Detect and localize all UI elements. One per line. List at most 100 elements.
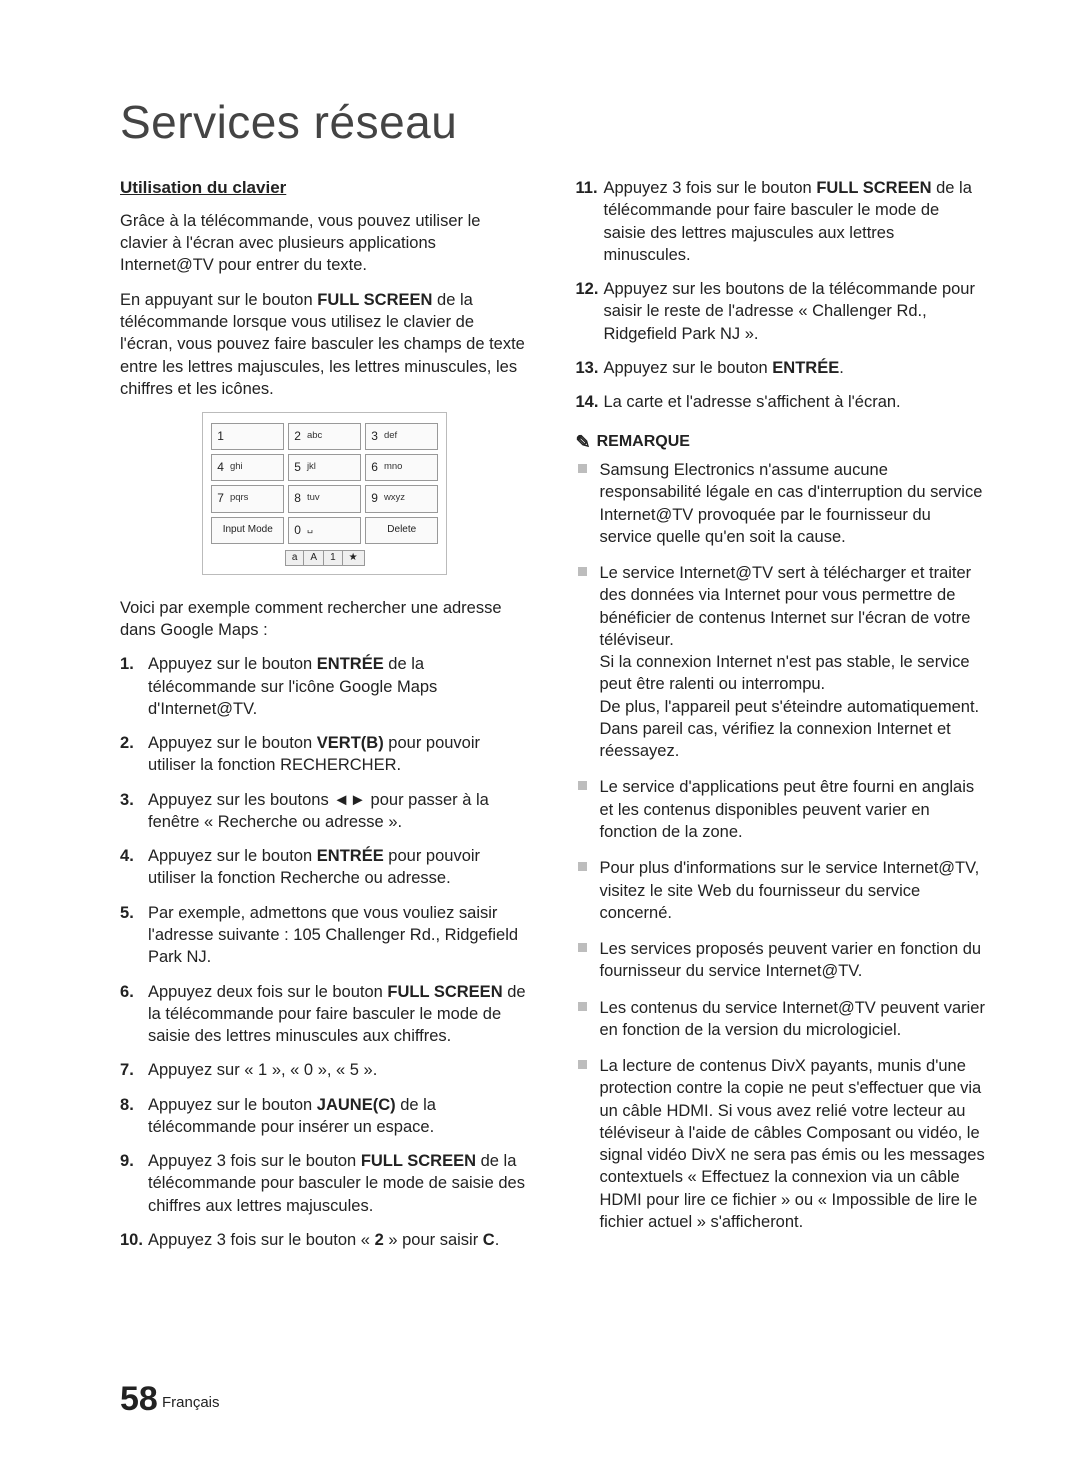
key-letters: abc	[307, 430, 322, 443]
step-14: La carte et l'adresse s'affichent à l'éc…	[576, 391, 986, 413]
text: Appuyez sur le bouton	[148, 734, 317, 752]
text: Appuyez sur les boutons	[148, 791, 333, 809]
key-num: 0	[294, 522, 301, 538]
step-6: Appuyez deux fois sur le bouton FULL SCR…	[120, 981, 530, 1048]
steps-list-right: Appuyez 3 fois sur le bouton FULL SCREEN…	[576, 177, 986, 413]
step-8: Appuyez sur le bouton JAUNE(C) de la tél…	[120, 1094, 530, 1139]
step-10: Appuyez 3 fois sur le bouton « 2 » pour …	[120, 1229, 530, 1251]
key-num: 1	[217, 428, 224, 444]
keypad-row: 4 ghi 5 jkl 6mno	[211, 454, 438, 481]
legend-A: A	[304, 550, 324, 566]
key-num: 8	[294, 490, 301, 506]
page-language: Français	[162, 1394, 220, 1411]
onscreen-keypad-figure: 1 2 abc 3 def 4 ghi 5 jkl 6mno 7 pqrs 8 tuv 9w…	[202, 412, 447, 575]
text: Appuyez 3 fois sur le bouton	[148, 1152, 361, 1170]
page-title: Services réseau	[120, 95, 985, 149]
key-7[interactable]: 7 pqrs	[211, 485, 284, 512]
text-bold: FULL SCREEN	[387, 983, 502, 1001]
key-5[interactable]: 5 jkl	[288, 454, 361, 481]
text-bold: FULL SCREEN	[816, 179, 931, 197]
key-letters: ␣	[307, 523, 313, 536]
text-bold: VERT(B)	[317, 734, 384, 752]
key-input-mode[interactable]: Input Mode	[211, 517, 284, 544]
key-6[interactable]: 6mno	[365, 454, 438, 481]
key-letters: def	[384, 430, 397, 443]
manual-page: Services réseau Utilisation du clavier G…	[0, 0, 1080, 1479]
steps-list-left: Appuyez sur le bouton ENTRÉE de la téléc…	[120, 653, 530, 1251]
page-number: 58	[120, 1380, 158, 1418]
key-letters: mno	[384, 461, 402, 474]
key-num: 4	[217, 459, 224, 475]
remark-item: Les contenus du service Internet@TV peuv…	[576, 997, 986, 1042]
legend-1: 1	[324, 550, 343, 566]
key-num: 7	[217, 490, 224, 506]
page-footer: 58 Français	[120, 1380, 220, 1419]
text-bold: JAUNE(C)	[317, 1096, 396, 1114]
text: Appuyez deux fois sur le bouton	[148, 983, 387, 1001]
remark-item: Le service Internet@TV sert à télécharge…	[576, 562, 986, 762]
text-bold: ENTRÉE	[772, 359, 839, 377]
keypad-row: 1 2 abc 3 def	[211, 423, 438, 450]
text: » pour saisir	[384, 1231, 483, 1249]
key-9[interactable]: 9 wxyz	[365, 485, 438, 512]
remark-label: REMARQUE	[597, 431, 690, 453]
key-4[interactable]: 4 ghi	[211, 454, 284, 481]
step-12: Appuyez sur les boutons de la télécomman…	[576, 278, 986, 345]
remark-item: Samsung Electronics n'assume aucune resp…	[576, 459, 986, 548]
note-icon: ✎	[576, 433, 591, 451]
legend-a: a	[285, 550, 305, 566]
keypad: 1 2 abc 3 def 4 ghi 5 jkl 6mno 7 pqrs 8 tuv 9w…	[202, 412, 447, 575]
key-letters: jkl	[307, 461, 316, 474]
key-2[interactable]: 2 abc	[288, 423, 361, 450]
legend-star: ★	[343, 550, 365, 566]
remark-item: Pour plus d'informations sur le service …	[576, 857, 986, 924]
key-num: 3	[371, 428, 378, 444]
text-bold: ENTRÉE	[317, 655, 384, 673]
step-9: Appuyez 3 fois sur le bouton FULL SCREEN…	[120, 1150, 530, 1217]
text: .	[839, 359, 844, 377]
arrow-icons: ◄►	[333, 791, 366, 809]
key-letters: tuv	[307, 492, 320, 505]
remark-item: Les services proposés peuvent varier en …	[576, 938, 986, 983]
section-subhead: Utilisation du clavier	[120, 177, 530, 200]
step-2: Appuyez sur le bouton VERT(B) pour pouvo…	[120, 732, 530, 777]
after-keypad-paragraph: Voici par exemple comment rechercher une…	[120, 597, 530, 642]
text: Appuyez sur le bouton	[148, 655, 317, 673]
text-bold: C	[483, 1231, 495, 1249]
step-11: Appuyez 3 fois sur le bouton FULL SCREEN…	[576, 177, 986, 266]
text: Appuyez sur le bouton	[148, 1096, 317, 1114]
text: .	[495, 1231, 500, 1249]
keypad-row: 7 pqrs 8 tuv 9 wxyz	[211, 485, 438, 512]
remark-item: La lecture de contenus DivX payants, mun…	[576, 1055, 986, 1233]
text: Appuyez 3 fois sur le bouton «	[148, 1231, 375, 1249]
key-8[interactable]: 8 tuv	[288, 485, 361, 512]
left-column: Utilisation du clavier Grâce à la téléco…	[120, 177, 530, 1263]
key-delete[interactable]: Delete	[365, 517, 438, 544]
step-3: Appuyez sur les boutons ◄► pour passer à…	[120, 789, 530, 834]
key-letters: wxyz	[384, 492, 405, 505]
text: Appuyez sur le bouton	[148, 847, 317, 865]
step-13: Appuyez sur le bouton ENTRÉE.	[576, 357, 986, 379]
step-4: Appuyez sur le bouton ENTRÉE pour pouvoi…	[120, 845, 530, 890]
intro-paragraph-1: Grâce à la télécommande, vous pouvez uti…	[120, 210, 530, 277]
right-column: Appuyez 3 fois sur le bouton FULL SCREEN…	[576, 177, 986, 1263]
remark-item: Le service d'applications peut être four…	[576, 776, 986, 843]
text-bold: ENTRÉE	[317, 847, 384, 865]
key-letters: pqrs	[230, 492, 248, 505]
key-1[interactable]: 1	[211, 423, 284, 450]
key-num: 5	[294, 459, 301, 475]
text-bold: FULL SCREEN	[317, 291, 432, 309]
keypad-legend: a A 1 ★	[211, 550, 438, 566]
step-5: Par exemple, admettons que vous vouliez …	[120, 902, 530, 969]
key-num: 2	[294, 428, 301, 444]
remark-list: Samsung Electronics n'assume aucune resp…	[576, 459, 986, 1233]
text: En appuyant sur le bouton	[120, 291, 317, 309]
intro-paragraph-2: En appuyant sur le bouton FULL SCREEN de…	[120, 289, 530, 400]
text-bold: 2	[375, 1231, 384, 1249]
step-1: Appuyez sur le bouton ENTRÉE de la téléc…	[120, 653, 530, 720]
key-num: 9	[371, 490, 378, 506]
step-7: Appuyez sur « 1 », « 0 », « 5 ».	[120, 1059, 530, 1081]
key-0[interactable]: 0␣	[288, 517, 361, 544]
key-3[interactable]: 3 def	[365, 423, 438, 450]
key-letters: ghi	[230, 461, 243, 474]
